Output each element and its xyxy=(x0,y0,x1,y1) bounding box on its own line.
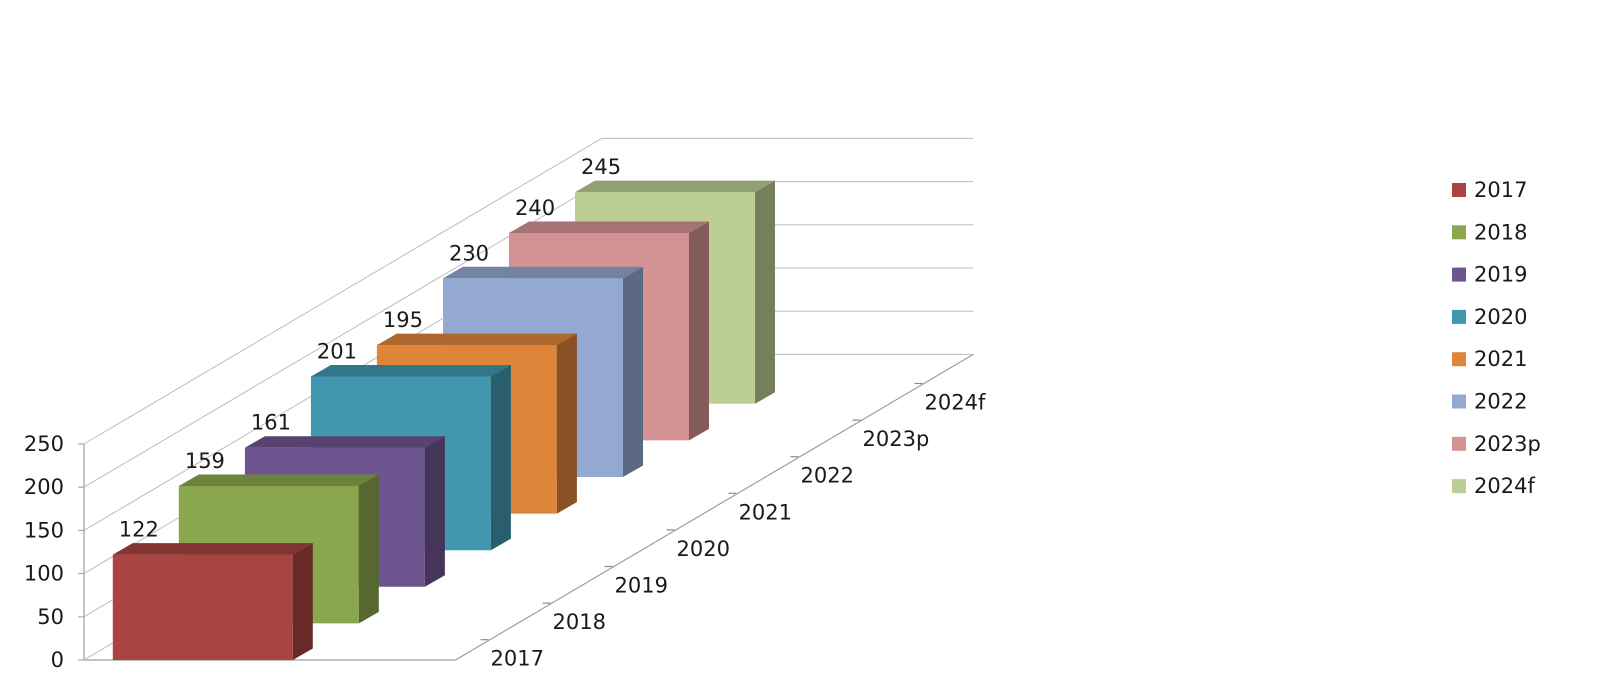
legend-item: 2018 xyxy=(1452,220,1527,244)
bar-side-face xyxy=(556,333,577,514)
data-label: 240 xyxy=(515,196,555,220)
legend-label: 2021 xyxy=(1474,347,1527,371)
category-label: 2020 xyxy=(677,537,730,561)
legend-item: 2024f xyxy=(1452,474,1535,498)
bar-side-face xyxy=(490,365,511,551)
bar-top-face xyxy=(509,221,709,233)
legend-swatch xyxy=(1452,183,1466,197)
bar-top-face xyxy=(376,333,577,346)
bars xyxy=(112,180,775,660)
bar-side-face xyxy=(358,474,379,624)
y-tick-labels: 0 50 100 150 200 250 xyxy=(24,432,64,672)
legend-item: 2022 xyxy=(1452,390,1527,414)
legend-swatch xyxy=(1452,479,1466,494)
bar-top-face xyxy=(310,365,511,377)
category-label: 2017 xyxy=(491,647,544,671)
gridline-side xyxy=(83,137,602,445)
category-label: 2022 xyxy=(801,464,854,488)
bar-side-face xyxy=(689,221,709,441)
legend-item: 2023p xyxy=(1452,432,1541,456)
bar-side-face xyxy=(755,180,775,404)
legend-swatch xyxy=(1452,225,1466,240)
legend-label: 2017 xyxy=(1474,178,1527,202)
bar-top-face xyxy=(244,436,445,448)
bar-side-face xyxy=(623,266,643,477)
legend-item: 2019 xyxy=(1452,263,1527,287)
bar-front-face xyxy=(112,554,293,660)
data-label: 230 xyxy=(449,241,489,265)
legend-swatch xyxy=(1452,436,1466,451)
bar-side-face xyxy=(424,436,445,587)
category-label: 2021 xyxy=(739,500,792,524)
category-labels: 2017 2018 2019 2020 2021 2022 2023p 2024f xyxy=(491,391,986,671)
data-label: 201 xyxy=(317,340,357,364)
legend-label: 2018 xyxy=(1474,220,1527,244)
y-tick-label: 50 xyxy=(37,605,64,629)
y-tick-label: 250 xyxy=(24,432,64,456)
legend-swatch xyxy=(1452,267,1466,282)
legend-label: 2019 xyxy=(1474,263,1527,287)
data-label: 195 xyxy=(383,308,423,332)
legend-swatch xyxy=(1452,352,1466,367)
category-label: 2018 xyxy=(553,610,606,634)
category-label: 2023p xyxy=(863,427,930,451)
bar-top-face xyxy=(178,474,379,486)
category-label: 2019 xyxy=(615,574,668,598)
data-label: 122 xyxy=(119,518,159,542)
legend-label: 2023p xyxy=(1474,432,1541,456)
legend-item: 2020 xyxy=(1452,305,1527,329)
legend-label: 2020 xyxy=(1474,305,1527,329)
legend-item: 2017 xyxy=(1452,178,1527,202)
bar-top-face xyxy=(443,266,643,279)
category-label: 2024f xyxy=(925,391,986,415)
bar-top-face xyxy=(575,180,775,193)
bar-2017 xyxy=(112,543,313,660)
legend-label: 2022 xyxy=(1474,390,1527,414)
legend-label: 2024f xyxy=(1474,474,1535,498)
data-label: 159 xyxy=(185,449,225,473)
data-labels: 122 159 161 201 195 230 240 245 xyxy=(119,155,621,541)
category-axis-line xyxy=(455,353,974,661)
y-tick-label: 100 xyxy=(24,562,64,586)
y-tick-label: 200 xyxy=(24,475,64,499)
legend-swatch xyxy=(1452,394,1466,409)
data-label: 245 xyxy=(581,155,621,179)
y-tick-label: 0 xyxy=(51,648,64,672)
bar-top-face xyxy=(112,543,313,555)
y-tick-label: 150 xyxy=(24,518,64,542)
bar-side-face xyxy=(292,543,313,660)
legend: 2017 2018 2019 2020 2021 2022 2023p 2024f xyxy=(1452,178,1541,498)
data-label: 161 xyxy=(251,411,291,435)
legend-item: 2021 xyxy=(1452,347,1527,371)
legend-swatch xyxy=(1452,309,1466,324)
